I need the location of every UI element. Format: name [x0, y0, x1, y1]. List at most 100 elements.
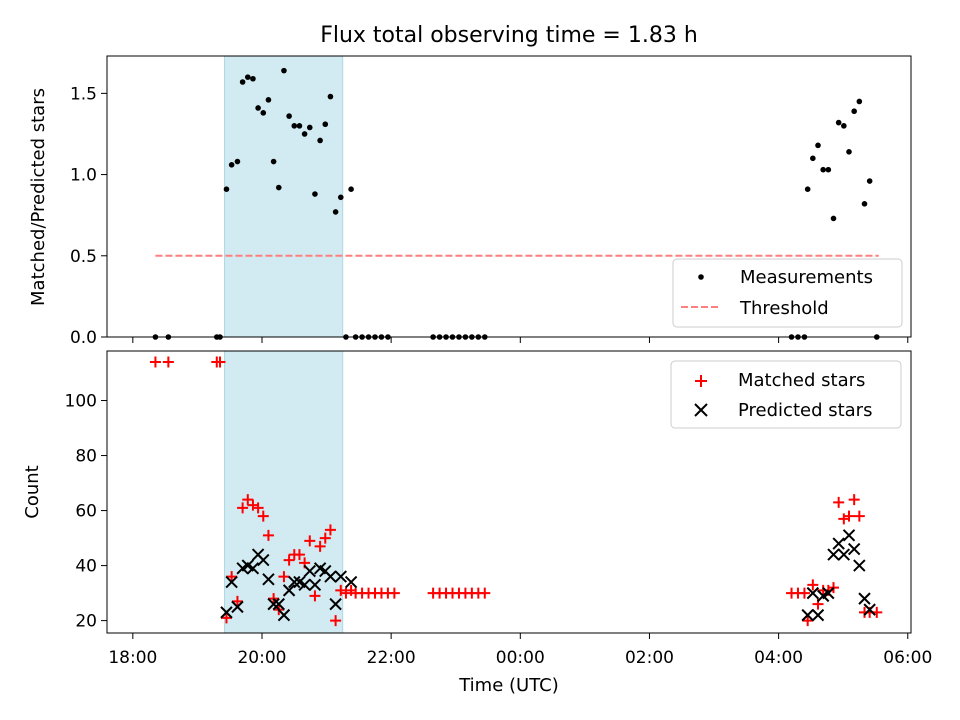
matched-star-point [257, 510, 269, 522]
predicted-star-point [225, 575, 238, 589]
predicted-star-point [257, 553, 270, 567]
measurement-point [275, 184, 282, 191]
measurement-point [846, 149, 852, 155]
measurement-point [348, 186, 354, 192]
predicted-star-point [832, 537, 845, 550]
matched-star-point [162, 356, 174, 368]
x-tick-label: 20:00 [237, 648, 286, 668]
measurement-point [255, 105, 261, 111]
matched-star-point [231, 595, 243, 607]
legend-matched-label: Matched stars [738, 370, 865, 391]
measurement-point [244, 74, 251, 80]
predicted-star-point [220, 606, 233, 619]
matched-star-point [843, 510, 855, 522]
legend-matched-marker [695, 375, 707, 387]
matched-star-point [833, 496, 845, 508]
ratio-y-tick-label: 0.5 [70, 247, 97, 267]
matched-star-point [149, 356, 161, 368]
measurement-point [337, 194, 344, 201]
legend-predicted-label: Predicted stars [738, 400, 872, 421]
ratio-y-tick-label: 0.0 [70, 328, 97, 348]
predicted-star-point [344, 575, 358, 589]
matched-star-point [309, 590, 321, 602]
x-tick-label: 06:00 [883, 648, 932, 668]
matched-star-point [807, 579, 819, 591]
matched-star-point [319, 532, 331, 544]
matched-star-point [330, 615, 342, 627]
count-observing-span [224, 350, 344, 634]
predicted-star-point [811, 608, 825, 622]
count-y-tick-label: 80 [75, 447, 97, 467]
predicted-star-point [282, 584, 296, 597]
measurement-point [270, 158, 277, 165]
matched-star-point [848, 494, 860, 506]
measurement-point [223, 186, 230, 192]
ratio-observing-span [224, 55, 344, 338]
measurement-point [825, 166, 832, 173]
measurement-point [830, 215, 837, 222]
count-y-tick-label: 60 [75, 502, 97, 522]
matched-star-point [237, 502, 249, 514]
measurement-point [296, 123, 303, 129]
matched-star-point [479, 587, 491, 599]
predicted-star-point [267, 597, 280, 611]
predicted-star-point [277, 608, 291, 622]
predicted-star-point [847, 542, 861, 556]
chart-title: Flux total observing time = 1.83 h [320, 23, 698, 48]
predicted-star-point [329, 597, 342, 611]
measurement-point [327, 93, 334, 100]
matched-star-point [214, 356, 226, 368]
predicted-star-point [298, 578, 311, 592]
measurement-point [234, 158, 241, 165]
predicted-star-point [324, 570, 337, 583]
count-panel: 20 40 60 80 100 18:00 20:00 22:00 00:00 02:00 04:… [22, 350, 932, 696]
predicted-star-point [288, 575, 301, 589]
measurement-point [841, 123, 847, 129]
matched-star-point [853, 510, 865, 522]
measurement-point [301, 131, 308, 137]
matched-star-point [388, 587, 400, 599]
ratio-panel: 0.0 0.5 1.0 1.5 Matched/Predicted stars Mea… [28, 55, 912, 348]
matched-star-point [226, 571, 238, 583]
matched-star-point [340, 587, 352, 599]
predicted-star-point [806, 586, 820, 600]
count-y-axis-label: Count [22, 465, 43, 518]
predicted-star-point [837, 548, 851, 561]
x-tick-label: 00:00 [496, 648, 545, 668]
matched-star-point [293, 549, 305, 561]
legend-predicted-marker [694, 403, 708, 417]
predicted-star-point [246, 562, 260, 575]
predicted-star-point [308, 578, 322, 592]
measurement-point [322, 121, 329, 128]
predicted-star-point [863, 603, 876, 616]
predicted-star-point [303, 564, 316, 578]
count-y-tick-label: 20 [75, 612, 97, 632]
matched-star-point [252, 502, 264, 514]
predicted-star-point [822, 586, 835, 600]
matched-star-point [278, 571, 290, 583]
predicted-star-point [827, 548, 840, 561]
predicted-star-point [842, 529, 856, 542]
measurement-point [804, 186, 811, 192]
measurement-point [239, 79, 246, 85]
x-tick-label: 02:00 [625, 648, 674, 668]
ratio-y-tick-label: 1.5 [70, 84, 97, 104]
predicted-star-point [858, 592, 871, 605]
ratio-legend: Measurements Threshold [672, 258, 903, 328]
ratio-y-tick-label: 1.0 [70, 166, 97, 186]
matched-star-point [283, 554, 295, 566]
predicted-star-point [334, 570, 347, 583]
predicted-star-point [262, 573, 275, 586]
count-legend: Matched stars Predicted stars [670, 360, 902, 429]
measurement-point [312, 191, 318, 197]
count-y-tick-label: 40 [75, 557, 97, 577]
predicted-star-point [801, 608, 814, 622]
measurement-point [260, 110, 267, 116]
measurement-point [291, 123, 298, 129]
measurement-point [306, 124, 313, 131]
x-tick-label: 22:00 [367, 648, 416, 668]
measurement-point [856, 98, 863, 105]
ratio-plot-frame [106, 55, 912, 338]
measurement-point [250, 75, 256, 82]
